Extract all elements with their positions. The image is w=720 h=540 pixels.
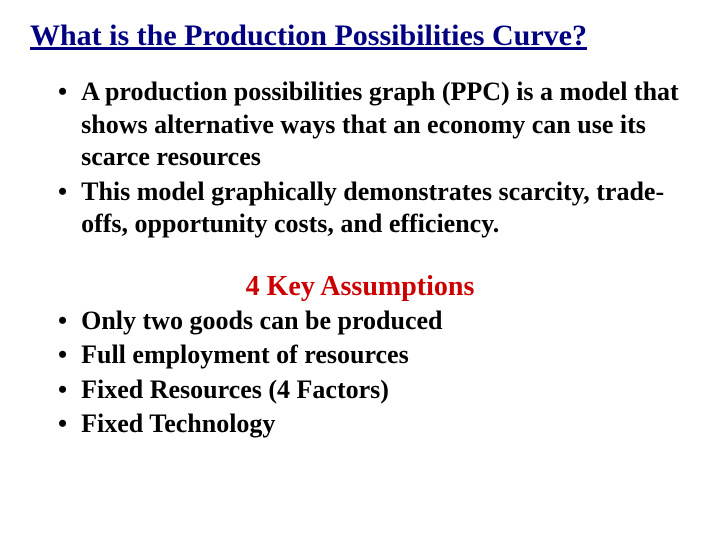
bottom-section: 4 Key Assumptions • Only two goods can b… [58, 271, 690, 441]
bullet-marker-icon: • [58, 339, 67, 372]
bullet-text: Fixed Technology [81, 408, 275, 441]
bullet-marker-icon: • [58, 176, 67, 209]
subheading: 4 Key Assumptions [30, 271, 690, 303]
bullet-marker-icon: • [58, 305, 67, 338]
bullet-marker-icon: • [58, 374, 67, 407]
bullet-text: A production possibilities graph (PPC) i… [81, 76, 690, 174]
bullet-item: • Fixed Technology [58, 408, 690, 441]
top-bullet-section: • A production possibilities graph (PPC)… [58, 76, 690, 241]
bullet-item: • This model graphically demonstrates sc… [58, 176, 690, 241]
bullet-text: Only two goods can be produced [81, 305, 442, 338]
bullet-item: • A production possibilities graph (PPC)… [58, 76, 690, 174]
bullet-text: Fixed Resources (4 Factors) [81, 374, 389, 407]
slide-title: What is the Production Possibilities Cur… [30, 18, 690, 54]
bullet-marker-icon: • [58, 76, 67, 109]
bullet-item: • Fixed Resources (4 Factors) [58, 374, 690, 407]
bullet-marker-icon: • [58, 408, 67, 441]
bullet-text: This model graphically demonstrates scar… [81, 176, 690, 241]
bullet-text: Full employment of resources [81, 339, 409, 372]
bullet-item: • Only two goods can be produced [58, 305, 690, 338]
bullet-item: • Full employment of resources [58, 339, 690, 372]
